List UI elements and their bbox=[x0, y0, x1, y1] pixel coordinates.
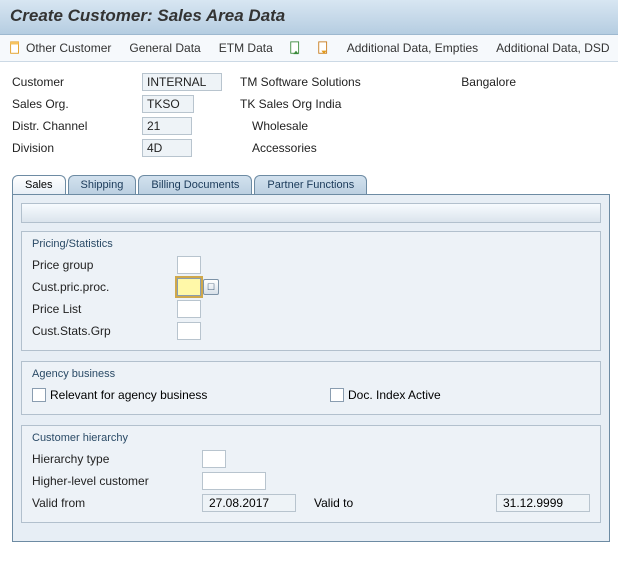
page-title: Create Customer: Sales Area Data bbox=[0, 0, 618, 35]
doc-index-label: Doc. Index Active bbox=[348, 388, 441, 402]
division-field: 4D bbox=[142, 139, 192, 157]
hierarchy-legend: Customer hierarchy bbox=[32, 432, 590, 444]
header-info: Customer INTERNAL TM Software Solutions … bbox=[0, 62, 618, 166]
etm-data-label: ETM Data bbox=[219, 41, 273, 55]
distr-channel-desc: Wholesale bbox=[252, 119, 308, 133]
division-desc: Accessories bbox=[252, 141, 317, 155]
tab-panel-sales: Pricing/Statistics Price group Cust.pric… bbox=[12, 194, 610, 542]
relevant-agency-checkbox[interactable] bbox=[32, 388, 46, 402]
customer-field: INTERNAL bbox=[142, 73, 222, 91]
valid-to-label: Valid to bbox=[314, 496, 384, 510]
pricing-legend: Pricing/Statistics bbox=[32, 238, 590, 250]
general-data-button[interactable]: General Data bbox=[127, 39, 202, 57]
cust-pric-proc-input[interactable] bbox=[177, 278, 201, 296]
f4-help-icon[interactable]: ☐ bbox=[203, 279, 219, 295]
price-group-label: Price group bbox=[32, 258, 177, 272]
tab-strip: Sales Shipping Billing Documents Partner… bbox=[12, 172, 610, 194]
customer-city: Bangalore bbox=[461, 75, 516, 89]
cust-pric-proc-label: Cust.pric.proc. bbox=[32, 280, 177, 294]
distr-channel-label: Distr. Channel bbox=[12, 119, 142, 133]
document-icon bbox=[8, 41, 22, 55]
division-label: Division bbox=[12, 141, 142, 155]
tab-shipping[interactable]: Shipping bbox=[68, 175, 137, 194]
doc-green-icon[interactable] bbox=[289, 41, 303, 55]
relevant-agency-label: Relevant for agency business bbox=[50, 388, 207, 402]
sales-org-field: TKSO bbox=[142, 95, 194, 113]
additional-empties-button[interactable]: Additional Data, Empties bbox=[345, 39, 480, 57]
pricing-group: Pricing/Statistics Price group Cust.pric… bbox=[21, 231, 601, 351]
additional-dsd-button[interactable]: Additional Data, DSD bbox=[494, 39, 611, 57]
general-data-label: General Data bbox=[129, 41, 200, 55]
customer-name: TM Software Solutions bbox=[240, 75, 361, 89]
tab-partner[interactable]: Partner Functions bbox=[254, 175, 367, 194]
price-list-label: Price List bbox=[32, 302, 177, 316]
valid-from-field: 27.08.2017 bbox=[202, 494, 296, 512]
additional-dsd-label: Additional Data, DSD bbox=[496, 41, 609, 55]
sales-org-label: Sales Org. bbox=[12, 97, 142, 111]
tab-billing[interactable]: Billing Documents bbox=[138, 175, 252, 194]
tab-sales[interactable]: Sales bbox=[12, 175, 66, 194]
scroll-strip[interactable] bbox=[21, 203, 601, 223]
higher-level-label: Higher-level customer bbox=[32, 474, 202, 488]
higher-level-input[interactable] bbox=[202, 472, 266, 490]
agency-legend: Agency business bbox=[32, 368, 590, 380]
distr-channel-field: 21 bbox=[142, 117, 192, 135]
cust-stats-grp-input[interactable] bbox=[177, 322, 201, 340]
hierarchy-group: Customer hierarchy Hierarchy type Higher… bbox=[21, 425, 601, 523]
hierarchy-type-input[interactable] bbox=[202, 450, 226, 468]
doc-orange-icon[interactable] bbox=[317, 41, 331, 55]
cust-stats-grp-label: Cust.Stats.Grp bbox=[32, 324, 177, 338]
hierarchy-type-label: Hierarchy type bbox=[32, 452, 202, 466]
other-customer-label: Other Customer bbox=[26, 41, 111, 55]
doc-index-checkbox[interactable] bbox=[330, 388, 344, 402]
valid-from-label: Valid from bbox=[32, 496, 202, 510]
agency-group: Agency business Relevant for agency busi… bbox=[21, 361, 601, 415]
price-group-input[interactable] bbox=[177, 256, 201, 274]
price-list-input[interactable] bbox=[177, 300, 201, 318]
toolbar: Other Customer General Data ETM Data Add… bbox=[0, 35, 618, 62]
customer-label: Customer bbox=[12, 75, 142, 89]
additional-empties-label: Additional Data, Empties bbox=[347, 41, 478, 55]
sales-org-desc: TK Sales Org India bbox=[240, 97, 341, 111]
etm-data-button[interactable]: ETM Data bbox=[217, 39, 275, 57]
valid-to-field: 31.12.9999 bbox=[496, 494, 590, 512]
other-customer-button[interactable]: Other Customer bbox=[6, 39, 113, 57]
